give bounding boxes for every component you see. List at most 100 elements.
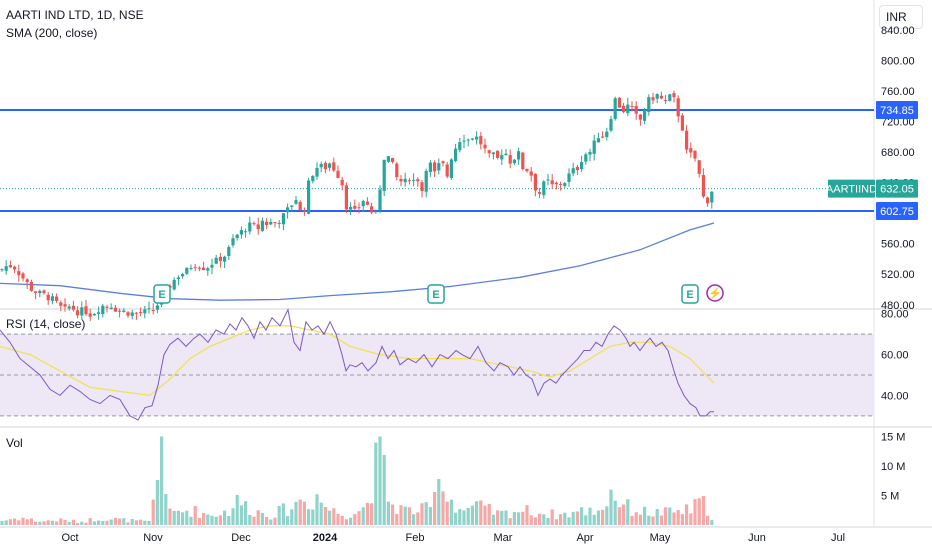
candle-body	[710, 191, 714, 203]
candle-body	[202, 267, 206, 271]
price-tick-label: 560.00	[881, 239, 915, 251]
volume-bar	[55, 521, 59, 525]
volume-bar	[609, 489, 613, 525]
candle-body	[105, 306, 109, 308]
candle-body	[130, 312, 134, 316]
price-tick-label: 680.00	[881, 147, 915, 159]
volume-bar	[151, 499, 155, 525]
candle-body	[370, 206, 374, 213]
candle-body	[433, 162, 437, 172]
volume-bar	[193, 506, 197, 525]
candle-body	[588, 152, 592, 155]
volume-label[interactable]: Vol	[6, 436, 23, 450]
candle-body	[391, 157, 395, 163]
rsi-label[interactable]: RSI (14, close)	[6, 317, 86, 331]
rsi-tick-label: 40.00	[881, 390, 909, 402]
chart-title: AARTI IND LTD, 1D, NSE	[6, 8, 144, 22]
candle-body	[50, 296, 54, 301]
volume-bar	[109, 519, 113, 525]
volume-bar	[391, 504, 395, 525]
volume-bar	[29, 518, 33, 525]
volume-bar	[323, 506, 327, 525]
volume-bar	[319, 502, 323, 525]
currency-selector[interactable]: INR	[879, 5, 923, 29]
candle-body	[559, 183, 563, 185]
volume-bar	[130, 518, 134, 525]
candle-body	[554, 182, 558, 185]
lower-line-price-tag-bg	[876, 202, 918, 220]
candle-body	[227, 247, 231, 257]
volume-bar	[67, 522, 71, 525]
candle-body	[122, 310, 126, 313]
candle-body	[365, 201, 369, 205]
candle-body	[605, 131, 609, 138]
volume-bar	[605, 506, 609, 525]
volume-bar	[596, 510, 600, 525]
candle-body	[311, 175, 315, 182]
candle-body	[344, 185, 348, 210]
volume-bar	[46, 520, 50, 525]
volume-bar	[710, 520, 714, 525]
candle-body	[76, 310, 80, 316]
volume-bar	[231, 508, 235, 525]
volume-bar	[92, 521, 96, 525]
candle-body	[260, 220, 264, 231]
dividend-event-marker	[706, 284, 724, 302]
volume-bar	[311, 509, 315, 525]
volume-bar	[491, 514, 495, 525]
candle-body	[693, 150, 697, 159]
volume-bar	[340, 515, 344, 525]
volume-bar	[273, 517, 277, 525]
candle-body	[323, 162, 327, 170]
volume-bar	[584, 515, 588, 525]
time-tick-label: Jul	[831, 532, 845, 544]
candle-body	[281, 213, 285, 225]
candle-body	[546, 179, 550, 181]
candle-body	[601, 136, 605, 138]
volume-bar	[382, 454, 386, 525]
candle-body	[55, 296, 59, 301]
earnings-event-marker	[427, 284, 445, 304]
candle-body	[139, 312, 143, 314]
lightning-icon: ⚡	[708, 287, 722, 300]
price-tick-label: 520.00	[881, 269, 915, 281]
volume-bar	[235, 494, 239, 525]
candle-body	[25, 279, 29, 283]
sma-indicator-label[interactable]: SMA (200, close)	[6, 26, 98, 40]
rsi-ma-line	[0, 325, 715, 397]
volume-bar	[437, 478, 441, 525]
volume-bar	[328, 510, 332, 525]
candle-body	[248, 222, 252, 232]
candle-body	[319, 163, 323, 168]
price-tick-label: 800.00	[881, 55, 915, 67]
time-tick-label: May	[650, 532, 671, 544]
volume-bar	[613, 500, 617, 525]
volume-bar	[479, 500, 483, 525]
candle-body	[466, 139, 470, 141]
price-tick-label: 480.00	[881, 300, 915, 312]
volume-bar	[533, 517, 537, 525]
volume-bar	[307, 509, 311, 525]
candle-body	[416, 179, 420, 182]
candle-body	[542, 181, 546, 196]
candle-body	[298, 201, 302, 210]
time-tick-label: Dec	[231, 532, 251, 544]
volume-bar	[575, 511, 579, 525]
candle-body	[353, 205, 357, 209]
volume-bar	[651, 516, 655, 525]
candle-body	[273, 222, 277, 224]
volume-bar	[214, 516, 218, 525]
candle-body	[500, 155, 504, 160]
volume-bar	[685, 504, 689, 525]
volume-bar	[500, 510, 504, 525]
candle-body	[151, 309, 155, 311]
candle-body	[454, 148, 458, 161]
volume-bar	[546, 518, 550, 525]
volume-bar	[655, 508, 659, 525]
volume-bar	[76, 523, 80, 525]
candle-body	[643, 110, 647, 121]
volume-bar	[647, 515, 651, 525]
volume-bar	[689, 513, 693, 525]
earnings-event-marker	[681, 284, 699, 304]
